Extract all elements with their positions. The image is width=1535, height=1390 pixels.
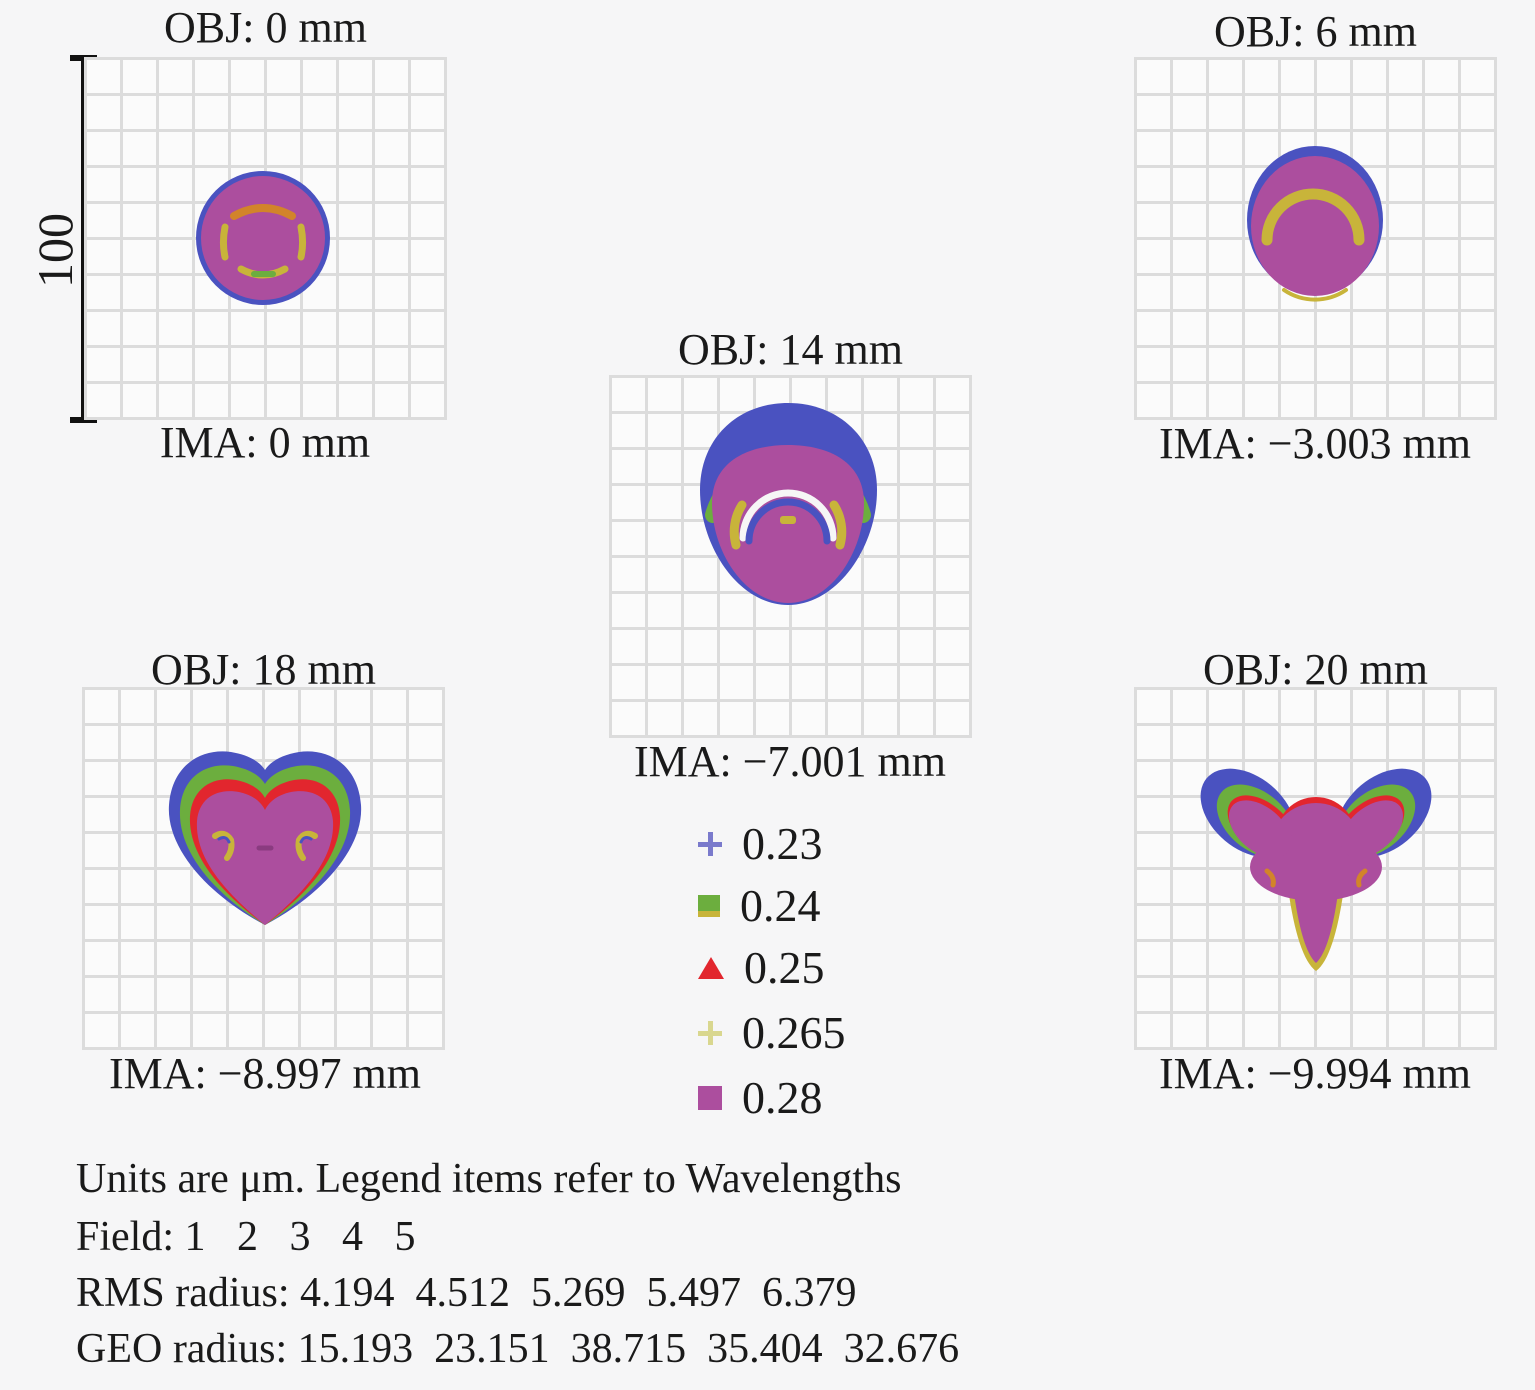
legend-label: 0.25 <box>744 942 825 993</box>
spot-layer-028 <box>201 176 325 300</box>
spot-eye-left <box>1264 868 1276 888</box>
grid-obj-14 <box>609 375 972 738</box>
spot-obj-14 <box>700 403 877 605</box>
spot-flank-right <box>829 500 847 550</box>
grid-obj-0 <box>84 57 447 420</box>
footer-units-line: Units are μm. Legend items refer to Wave… <box>76 1156 902 1202</box>
square-marker-icon <box>698 895 720 917</box>
square-marker-icon <box>698 1086 722 1110</box>
legend-item-025: 0.25 <box>698 944 825 992</box>
spot-obj-20 <box>1200 768 1432 971</box>
grid-obj-20 <box>1134 687 1497 1050</box>
panel-ima-obj-6: IMA: −3.003 mm <box>1158 419 1472 468</box>
panel-ima-obj-20: IMA: −9.994 mm <box>1158 1049 1472 1098</box>
spot-layer-028 <box>196 791 334 925</box>
panel-title-obj-14: OBJ: 14 mm <box>678 325 903 374</box>
legend-item-028: 0.28 <box>698 1074 823 1122</box>
scale-bar-top-cap <box>70 55 97 61</box>
legend-label: 0.23 <box>742 818 823 869</box>
legend-item-0265: 0.265 <box>698 1009 846 1057</box>
footer-field-line: Field: 1 2 3 4 5 <box>76 1214 416 1260</box>
panel-ima-obj-0: IMA: 0 mm <box>159 418 371 467</box>
spot-eye-left-inner <box>217 836 231 844</box>
cross-marker-icon <box>698 1021 722 1045</box>
panel-title-obj-6: OBJ: 6 mm <box>1214 7 1417 56</box>
panel-title-obj-0: OBJ: 0 mm <box>164 3 367 52</box>
spot-eye-left <box>212 830 235 861</box>
spot-crescent-white <box>739 489 837 542</box>
cross-marker-icon <box>698 832 722 856</box>
spot-layer-028 <box>1251 156 1379 296</box>
triangle-marker-icon <box>698 957 724 979</box>
spot-wing-left-028 <box>1229 800 1291 858</box>
legend-label: 0.24 <box>740 880 821 931</box>
spot-arc-top <box>230 204 296 220</box>
scale-bar <box>81 57 86 421</box>
spot-arc-olive <box>1261 188 1365 246</box>
footer-rms-line: RMS radius: 4.194 4.512 5.269 5.497 6.37… <box>76 1270 857 1316</box>
spot-obj-6 <box>1247 146 1383 302</box>
legend-label: 0.28 <box>742 1072 823 1123</box>
legend-item-024: 0.24 <box>698 882 821 930</box>
panel-ima-obj-14: IMA: −7.001 mm <box>633 737 947 786</box>
grid-obj-6 <box>1134 57 1497 420</box>
spot-arc-bottom <box>1282 288 1348 302</box>
legend-label: 0.265 <box>742 1007 846 1058</box>
spot-arc-left <box>220 223 229 261</box>
grid-obj-18 <box>82 687 445 1050</box>
spot-eye-right <box>295 830 318 861</box>
footer-geo-line: GEO radius: 15.193 23.151 38.715 35.404 … <box>76 1326 960 1372</box>
spot-eye-right-inner <box>299 836 313 844</box>
spot-tail-028 <box>1292 877 1340 963</box>
panel-ima-obj-18: IMA: −8.997 mm <box>108 1049 422 1098</box>
scale-bar-label: 100 <box>27 213 83 288</box>
spot-wing-right-028 <box>1341 800 1403 858</box>
spot-eye-right <box>1356 868 1368 888</box>
spot-crescent-blue <box>745 498 831 545</box>
spot-flank-left <box>729 500 747 550</box>
panel-title-obj-18: OBJ: 18 mm <box>151 645 376 694</box>
legend-item-023: 0.23 <box>698 820 823 868</box>
panel-title-obj-20: OBJ: 20 mm <box>1203 645 1428 694</box>
spot-obj-0 <box>196 171 330 305</box>
spot-obj-18 <box>168 751 362 925</box>
spot-arc-right <box>297 223 306 261</box>
spot-center-dash <box>780 516 796 524</box>
scale-bar-bottom-cap <box>70 417 97 423</box>
